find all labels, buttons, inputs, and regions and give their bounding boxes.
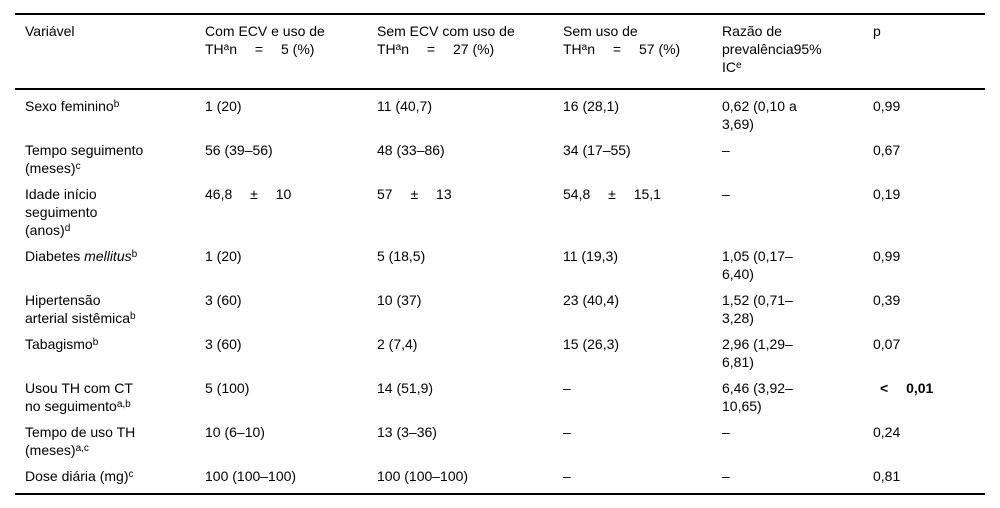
- table-body: Sexo femininob 1 (20) 11 (40,7) 16 (28,1) 0,…: [15, 89, 985, 494]
- table-header-row: Variável Com ECV e uso de THan = 5 (%) Sem …: [15, 14, 985, 90]
- value-cell: 2,96 (1,29– 6,81): [722, 336, 793, 370]
- value-cell: 0,62 (0,10 a 3,69): [722, 98, 797, 132]
- value-cell: 1,52 (0,71– 3,28): [722, 292, 793, 326]
- value-cell: 1 (20): [205, 98, 242, 114]
- column-header: Variável: [15, 14, 205, 90]
- value-cell: 100 (100–100): [377, 468, 469, 484]
- column-header: Razão de prevalência95% ICe: [722, 14, 873, 90]
- value-cell: –: [563, 380, 571, 396]
- value-cell: 5 (100): [205, 380, 250, 396]
- value-cell: 16 (28,1): [563, 98, 620, 114]
- value-cell: 11 (19,3): [563, 248, 618, 264]
- value-cell: –: [722, 186, 730, 202]
- value-cell: 11 (40,7): [377, 98, 432, 114]
- value-cell: 0,67: [873, 142, 901, 158]
- variable-cell: Diabetes mellitusb: [25, 248, 138, 264]
- value-cell: 0,99: [873, 248, 901, 264]
- value-cell: 0,24: [873, 424, 901, 440]
- variable-cell: Sexo femininob: [25, 98, 120, 114]
- value-cell: 0,99: [873, 98, 901, 114]
- value-cell: 1 (20): [205, 248, 242, 264]
- table-head: Variável Com ECV e uso de THan = 5 (%) Sem …: [15, 14, 985, 90]
- value-cell: –: [722, 142, 730, 158]
- value-cell: 56 (39–56): [205, 142, 273, 158]
- value-cell: < 0,01: [880, 380, 934, 396]
- column-header: Com ECV e uso de THan = 5 (%): [205, 14, 377, 90]
- value-cell: –: [722, 424, 730, 440]
- value-cell: 54,8 ± 15,1: [563, 186, 661, 202]
- value-cell: 0,39: [873, 292, 901, 308]
- value-cell: 57 ± 13: [377, 186, 452, 202]
- variable-cell: Dose diária (mg)c: [25, 468, 134, 484]
- variable-cell: Tempo seguimento (meses)c: [25, 142, 144, 176]
- paper-table-container: Variável Com ECV e uso de THan = 5 (%) Sem …: [15, 13, 985, 495]
- column-header: Sem uso de THan = 57 (%): [563, 14, 722, 90]
- value-cell: 0,81: [873, 468, 901, 484]
- value-cell: 100 (100–100): [205, 468, 297, 484]
- value-cell: 48 (33–86): [377, 142, 445, 158]
- table-row: Tabagismob 3 (60) 2 (7,4) 15 (26,3) 2,96 (1,…: [15, 335, 985, 379]
- value-cell: 5 (18,5): [377, 248, 426, 264]
- table-row: Tempo seguimento (meses)c 56 (39–56) 48 (33…: [15, 141, 985, 185]
- value-cell: 13 (3–36): [377, 424, 437, 440]
- value-cell: 46,8 ± 10: [205, 186, 292, 202]
- variable-cell: Usou TH com CT no seguimentoa,b: [25, 380, 133, 414]
- table-row: Tempo de uso TH (meses)a,c 10 (6–10) 13 (3–…: [15, 423, 985, 467]
- value-cell: 3 (60): [205, 336, 242, 352]
- table-row: Dose diária (mg)c 100 (100–100) 100 (100–1…: [15, 467, 985, 494]
- table-row: Hipertensão arterial sistêmicab 3 (60) 10 (…: [15, 291, 985, 335]
- table-row: Usou TH com CT no seguimentoa,b 5 (100) 14 …: [15, 379, 985, 423]
- variable-cell: Hipertensão arterial sistêmicab: [25, 292, 136, 326]
- value-cell: 10 (6–10): [205, 424, 265, 440]
- value-cell: 3 (60): [205, 292, 242, 308]
- value-cell: 10 (37): [377, 292, 422, 308]
- table-row: Idade início seguimento (anos)d 46,8 ± 10 57…: [15, 185, 985, 247]
- value-cell: 6,46 (3,92– 10,65): [722, 380, 793, 414]
- value-cell: 0,19: [873, 186, 901, 202]
- variable-cell: Idade início seguimento (anos)d: [25, 186, 98, 238]
- value-cell: 15 (26,3): [563, 336, 620, 352]
- column-header: p: [873, 14, 985, 90]
- variable-cell: Tabagismob: [25, 336, 99, 352]
- variable-cell: Tempo de uso TH (meses)a,c: [25, 424, 136, 458]
- table-row: Sexo femininob 1 (20) 11 (40,7) 16 (28,1) 0,…: [15, 89, 985, 141]
- table-row: Diabetes mellitusb 1 (20) 5 (18,5) 11 (19,3…: [15, 247, 985, 291]
- value-cell: 0,07: [873, 336, 901, 352]
- value-cell: –: [563, 468, 571, 484]
- value-cell: 14 (51,9): [377, 380, 434, 396]
- column-header: Sem ECV com uso de THan = 27 (%): [377, 14, 563, 90]
- value-cell: –: [722, 468, 730, 484]
- value-cell: 1,05 (0,17– 6,40): [722, 248, 793, 282]
- value-cell: 2 (7,4): [377, 336, 418, 352]
- comparison-table: Variável Com ECV e uso de THan = 5 (%) Sem …: [15, 13, 985, 495]
- value-cell: –: [563, 424, 571, 440]
- value-cell: 23 (40,4): [563, 292, 620, 308]
- value-cell: 34 (17–55): [563, 142, 631, 158]
